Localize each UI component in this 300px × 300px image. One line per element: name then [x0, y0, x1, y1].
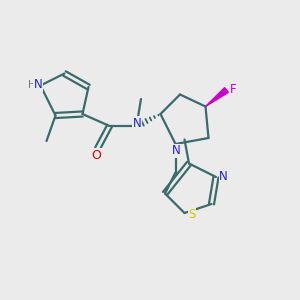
Text: N: N: [172, 144, 181, 158]
Text: O: O: [91, 149, 101, 162]
Text: H: H: [28, 80, 35, 90]
Polygon shape: [206, 88, 228, 106]
Text: N: N: [219, 170, 228, 183]
Text: F: F: [230, 82, 236, 96]
Text: N: N: [133, 116, 142, 130]
Text: S: S: [188, 208, 196, 221]
Text: N: N: [34, 78, 43, 92]
